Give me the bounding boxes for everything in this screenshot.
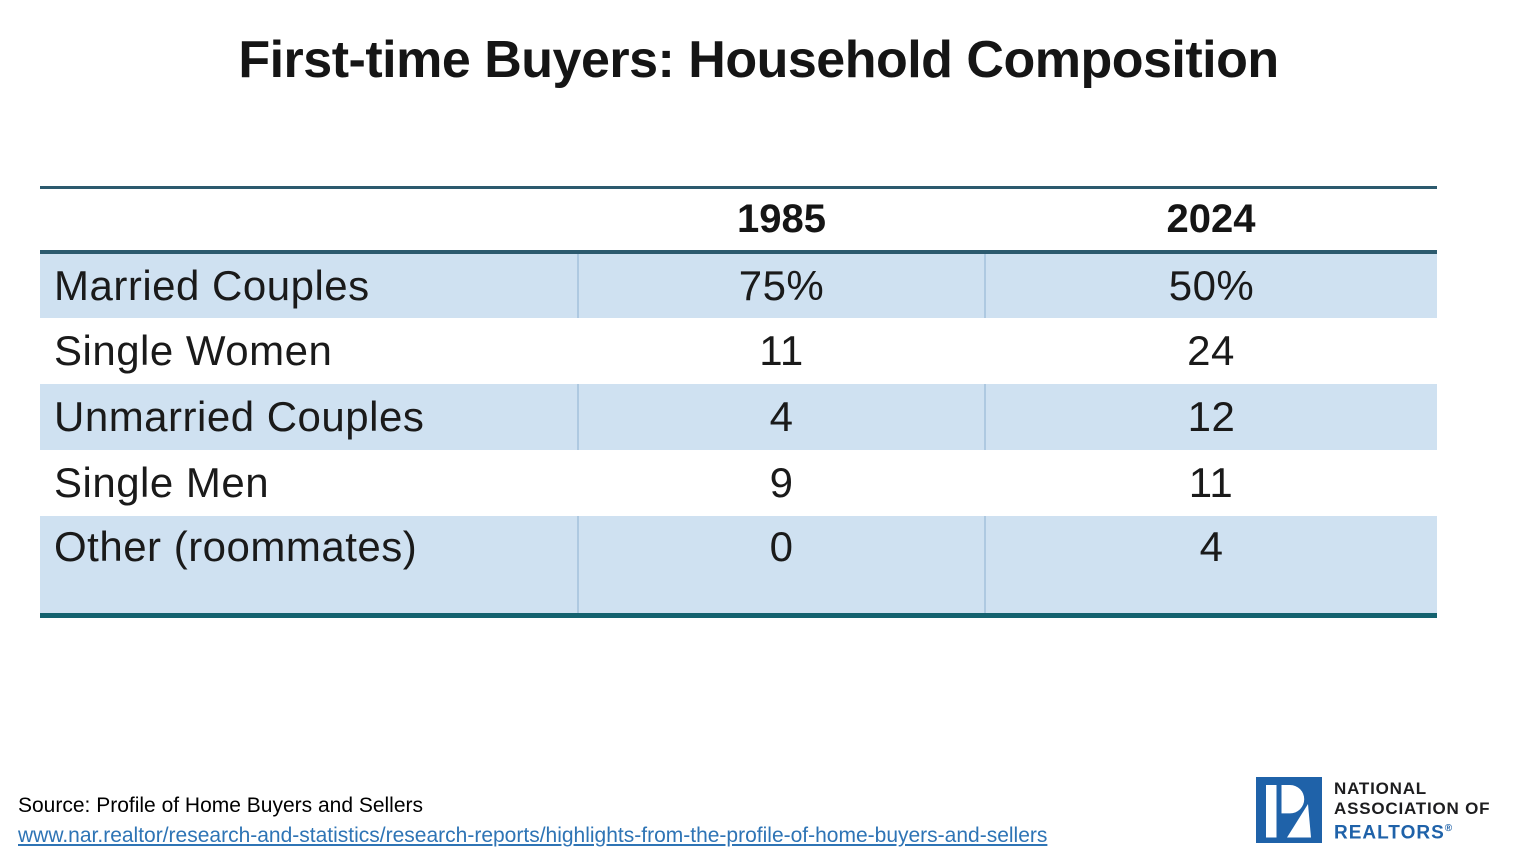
- page-title: First-time Buyers: Household Composition: [238, 31, 1279, 89]
- value-2024: 24: [1187, 326, 1235, 374]
- source-link[interactable]: www.nar.realtor/research-and-statistics/…: [18, 824, 1048, 847]
- row-label: Single Men: [54, 458, 270, 506]
- nar-wordmark: NATIONAL ASSOCIATION OF REALTORS®: [1334, 777, 1490, 843]
- value-1985: 0: [578, 515, 986, 616]
- logo-realtors-text: REALTORS: [1334, 822, 1445, 844]
- header-2024: 2024: [985, 187, 1437, 254]
- registered-mark: ®: [1444, 823, 1454, 834]
- header-empty: [40, 187, 578, 254]
- nar-logo: NATIONAL ASSOCIATION OF REALTORS®: [1256, 777, 1490, 843]
- table-row-other-roommates: Other (roommates) 0 4: [40, 515, 1437, 616]
- value-1985: 9: [769, 458, 794, 506]
- table-row-married-couples: Married Couples 75% 50%: [40, 251, 1437, 318]
- source-text: Source: Profile of Home Buyers and Selle…: [18, 794, 424, 817]
- header-1985: 1985: [578, 187, 985, 254]
- logo-line2: ASSOCIATION OF: [1334, 799, 1491, 818]
- value-1985: 4: [578, 383, 986, 450]
- value-1985: 75%: [578, 251, 986, 318]
- value-2024: 4: [1199, 522, 1224, 570]
- table-row-single-men: Single Men 9 11: [40, 450, 1437, 516]
- row-label: Married Couples: [40, 251, 579, 318]
- realtor-r-icon: [1256, 777, 1322, 843]
- row-label: Single Women: [54, 326, 333, 374]
- logo-line3: REALTORS®: [1334, 819, 1490, 843]
- household-composition-table: 1985 2024 Married Couples 75% 50% Single…: [40, 186, 1437, 618]
- logo-line1: NATIONAL: [1334, 779, 1427, 798]
- table-container: 1985 2024 Married Couples 75% 50% Single…: [40, 186, 1437, 618]
- value-2024: 11: [1188, 458, 1234, 506]
- value-2024: 12: [1187, 392, 1236, 440]
- row-label: Other (roommates): [40, 515, 579, 616]
- row-label: Unmarried Couples: [40, 383, 579, 450]
- table-row-unmarried-couples: Unmarried Couples 4 12: [40, 383, 1437, 450]
- header-row: 1985 2024: [40, 187, 1437, 254]
- table-row-single-women: Single Women 11 24: [40, 318, 1437, 384]
- value-1985: 11: [759, 326, 804, 374]
- value-2024: 50%: [1168, 261, 1255, 309]
